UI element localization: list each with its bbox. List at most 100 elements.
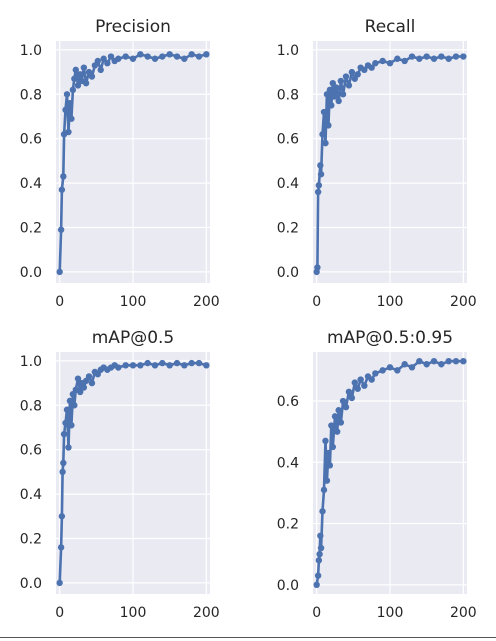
data-point (68, 115, 75, 122)
data-point (452, 357, 460, 365)
data-point (100, 55, 107, 62)
data-point (328, 102, 335, 109)
data-point (66, 99, 74, 107)
data-point (63, 91, 71, 98)
chart-title: Precision (95, 17, 171, 37)
data-point (57, 226, 65, 233)
data-point (319, 131, 326, 138)
y-tick-label: 0.4 (20, 487, 42, 503)
y-tick-label: 0.8 (20, 87, 42, 103)
data-point (77, 388, 84, 396)
data-point (88, 379, 96, 387)
data-point (60, 459, 67, 467)
data-point (317, 544, 325, 552)
data-point (317, 532, 324, 539)
data-point (72, 66, 80, 74)
data-point (379, 57, 386, 65)
x-tick-label: 200 (450, 294, 477, 310)
data-point (316, 550, 323, 558)
data-point (379, 367, 386, 374)
data-point (129, 362, 137, 369)
series-line (58, 52, 208, 274)
data-point (71, 402, 78, 409)
y-tick-label: 1.0 (20, 354, 42, 370)
data-point (122, 362, 129, 369)
data-point (445, 55, 452, 62)
chart-title: mAP@0.5 (92, 328, 174, 348)
data-point (317, 171, 325, 178)
data-point (423, 53, 430, 60)
y-tick-label: 1.0 (20, 43, 42, 59)
data-point (348, 394, 356, 402)
data-point (314, 188, 322, 196)
data-point (452, 53, 460, 60)
chart-panel-2: Recall 0 100 200 0.0 0.2 0.4 0.6 0.8 1.0 (277, 17, 477, 310)
data-point (107, 53, 115, 60)
data-point (173, 53, 181, 60)
data-point (137, 51, 144, 58)
data-point (408, 364, 416, 371)
data-point (337, 77, 345, 85)
data-point (430, 55, 438, 62)
data-point (69, 86, 77, 94)
y-tick-label: 0.2 (20, 531, 42, 547)
x-tick-label: 0 (55, 605, 64, 621)
data-point (57, 544, 65, 551)
data-point (62, 106, 69, 114)
data-point (151, 362, 159, 369)
data-point (56, 268, 63, 276)
data-point (60, 430, 68, 438)
x-tick-label: 100 (377, 294, 404, 310)
y-tick-label: 0.8 (277, 87, 299, 103)
x-tick-label: 100 (120, 605, 147, 621)
y-tick-label: 0.4 (277, 455, 299, 471)
y-tick-label: 0.0 (20, 265, 42, 281)
data-point (151, 55, 159, 62)
data-point (354, 385, 361, 392)
data-point (416, 357, 423, 365)
data-point (181, 55, 188, 62)
data-point (173, 359, 181, 367)
data-point (460, 53, 467, 60)
data-point (354, 71, 361, 78)
data-point (335, 97, 342, 105)
data-point (315, 557, 323, 564)
data-point (372, 60, 379, 67)
data-point (144, 359, 151, 367)
data-point (326, 86, 334, 94)
data-point (74, 375, 82, 382)
data-point (203, 362, 210, 369)
data-point (345, 388, 353, 396)
data-point (368, 376, 375, 383)
data-point (313, 581, 320, 589)
data-point (97, 66, 104, 74)
x-tick-label: 100 (377, 605, 404, 621)
y-tick-label: 0.0 (277, 578, 299, 594)
data-point (203, 51, 210, 58)
data-point (144, 53, 151, 60)
data-point (80, 384, 88, 391)
data-point (63, 406, 71, 413)
y-tick-label: 0.6 (20, 132, 42, 148)
data-point (315, 182, 323, 189)
data-point (335, 407, 342, 414)
data-point (445, 357, 452, 365)
data-point (129, 55, 137, 62)
y-tick-label: 0.2 (277, 517, 299, 533)
data-point (319, 508, 326, 515)
data-point (460, 357, 467, 365)
y-tick-label: 0.2 (20, 220, 42, 236)
data-point (58, 186, 66, 193)
y-tick-label: 0.0 (277, 265, 299, 281)
x-tick-label: 0 (312, 294, 321, 310)
y-tick-label: 0.0 (20, 576, 42, 592)
data-point (328, 422, 335, 429)
data-point (348, 68, 356, 76)
data-point (94, 57, 102, 65)
data-point (430, 357, 438, 365)
x-tick-label: 0 (55, 294, 64, 310)
data-point (325, 449, 332, 457)
data-point (408, 53, 416, 60)
y-tick-label: 0.6 (277, 394, 299, 410)
